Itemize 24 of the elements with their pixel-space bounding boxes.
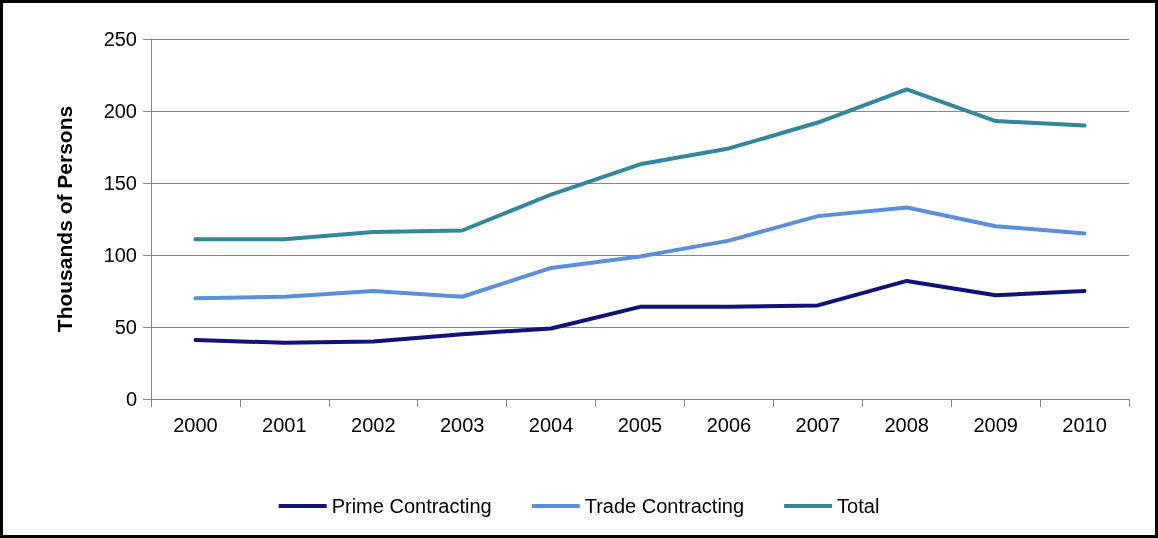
legend-label: Prime Contracting: [331, 495, 492, 517]
y-tick-label: 100: [103, 244, 137, 266]
x-tick-label: 2009: [973, 414, 1018, 436]
legend-label: Trade Contracting: [584, 495, 745, 517]
y-tick-label: 0: [125, 388, 137, 410]
x-tick-label: 2007: [795, 414, 841, 436]
x-tick-label: 2008: [884, 414, 929, 436]
y-tick-label: 200: [103, 100, 137, 122]
x-tick-label: 2003: [439, 414, 485, 436]
x-tick-label: 2006: [706, 414, 752, 436]
x-tick-label: 2001: [262, 414, 307, 436]
x-tick-label: 2010: [1062, 414, 1107, 436]
x-tick-label: 2000: [173, 414, 218, 436]
legend-label: Total: [837, 495, 880, 517]
y-tick-label: 50: [114, 316, 137, 338]
x-tick-label: 2004: [528, 414, 574, 436]
x-tick-label: 2005: [617, 414, 663, 436]
y-tick-label: 150: [103, 172, 137, 194]
x-tick-label: 2002: [351, 414, 396, 436]
y-axis-title: Thousands of Persons: [53, 105, 76, 333]
y-tick-label: 250: [103, 28, 137, 50]
line-series: [193, 278, 1087, 345]
line-series: [193, 87, 1087, 242]
line-series: [193, 205, 1087, 301]
